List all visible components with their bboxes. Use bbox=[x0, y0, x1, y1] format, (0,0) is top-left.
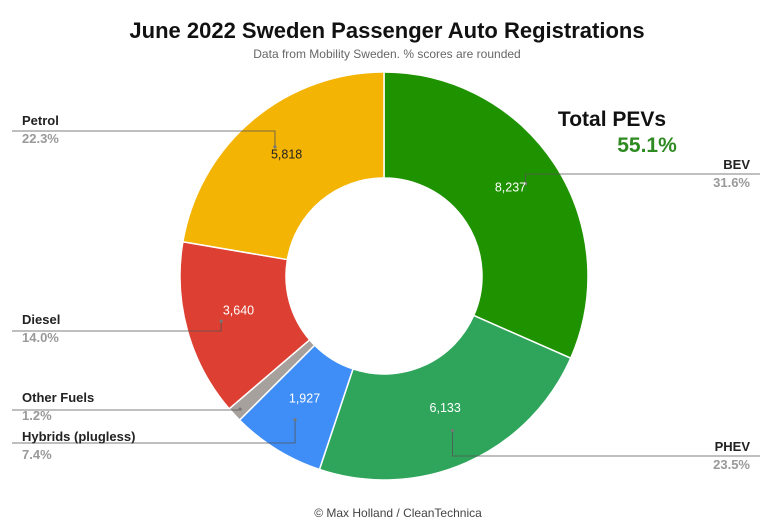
leader-line-phev bbox=[452, 430, 760, 457]
category-label-other-fuels: Other Fuels bbox=[22, 390, 94, 405]
category-percent-diesel: 14.0% bbox=[22, 330, 59, 345]
slice-petrol bbox=[182, 71, 385, 261]
slice-phev bbox=[318, 314, 572, 481]
category-label-hybrids-plugless: Hybrids (plugless) bbox=[22, 429, 135, 444]
category-percent-phev: 23.5% bbox=[713, 457, 750, 472]
total-pevs-value: 55.1% bbox=[617, 134, 677, 157]
category-percent-bev: 31.6% bbox=[713, 175, 750, 190]
leader-line-petrol bbox=[12, 130, 276, 147]
leader-dot-bev bbox=[523, 182, 528, 186]
category-label-diesel: Diesel bbox=[22, 312, 60, 327]
leader-line-diesel bbox=[12, 321, 222, 332]
leader-line-bev bbox=[525, 173, 760, 184]
category-label-petrol: Petrol bbox=[22, 113, 59, 128]
slice-value-hybrids-plugless: 1,927 bbox=[289, 391, 320, 405]
chart-subtitle: Data from Mobility Sweden. % scores are … bbox=[253, 47, 520, 61]
leader-dot-hybrids-plugless bbox=[293, 418, 297, 422]
category-labels: BEV 31.6% PHEV 23.5% Hybrids (plugless) 7.4% O… bbox=[22, 113, 750, 472]
leader-dot-petrol bbox=[273, 145, 277, 149]
slice-bev bbox=[383, 71, 589, 360]
total-pevs-label: Total PEVs bbox=[558, 108, 666, 131]
category-percent-petrol: 22.3% bbox=[22, 131, 59, 146]
leader-lines bbox=[12, 130, 760, 457]
chart-credit: © Max Holland / CleanTechnica bbox=[314, 506, 482, 520]
leader-dot-phev bbox=[450, 428, 455, 433]
chart-title: June 2022 Sweden Passenger Auto Registra… bbox=[129, 18, 644, 43]
category-percent-other-fuels: 1.2% bbox=[22, 408, 52, 423]
category-percent-hybrids-plugless: 7.4% bbox=[22, 447, 52, 462]
leader-dot-other-fuels bbox=[238, 407, 242, 411]
leader-line-hybrids-plugless bbox=[12, 419, 296, 444]
donut-slices bbox=[179, 71, 589, 481]
slice-value-labels: 8,237 6,133 1,927 3,640 5,818 bbox=[223, 148, 526, 415]
leader-dot-diesel bbox=[219, 319, 223, 323]
category-label-bev: BEV bbox=[723, 157, 750, 172]
slice-value-phev: 6,133 bbox=[430, 401, 461, 415]
slice-value-bev: 8,237 bbox=[495, 180, 526, 194]
slice-value-petrol: 5,818 bbox=[271, 148, 302, 162]
slice-value-diesel: 3,640 bbox=[223, 303, 254, 317]
slice-diesel bbox=[179, 240, 311, 410]
category-label-phev: PHEV bbox=[715, 439, 751, 454]
